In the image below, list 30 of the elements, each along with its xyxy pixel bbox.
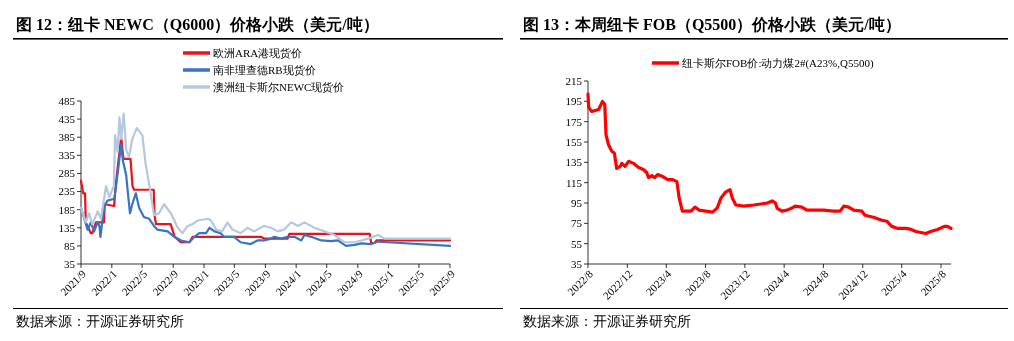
y-tick-label: 175 [565, 115, 583, 128]
line-series [586, 92, 953, 236]
y-tick-label: 115 [565, 176, 583, 189]
y-tick-label: 215 [565, 74, 583, 87]
y-tick-label: 75 [571, 217, 583, 230]
chart-title: 图 12：纽卡 NEWC（Q6000）价格小跌（美元/吨） [16, 15, 379, 34]
y-tick-label: 335 [58, 149, 76, 162]
y-tick-label: 135 [58, 221, 76, 234]
chart-title: 图 13：本周纽卡 FOB（Q5500）价格小跌（美元/吨） [523, 15, 901, 34]
y-tick-label: 55 [571, 237, 583, 250]
y-tick-label: 155 [565, 135, 583, 148]
y-tick-label: 35 [571, 257, 583, 270]
legend-label: 南非理查德RB现货价 [213, 63, 316, 76]
y-tick-label: 135 [565, 156, 583, 169]
y-tick-label: 185 [58, 203, 76, 216]
y-tick-label: 235 [58, 185, 76, 198]
line-series [79, 112, 452, 244]
legend-label: 欧洲ARA港现货价 [213, 46, 303, 59]
legend-label: 澳洲纽卡斯尔NEWC现货价 [213, 80, 345, 93]
y-tick-label: 285 [58, 167, 76, 180]
source-note: 数据来源：开源证券研究所 [16, 314, 184, 329]
y-tick-label: 435 [58, 112, 76, 125]
y-tick-label: 85 [64, 239, 76, 252]
y-tick-label: 485 [58, 94, 76, 107]
y-tick-label: 195 [565, 95, 583, 108]
legend-label: 纽卡斯尔FOB价:动力煤2#(A23%,Q5500) [682, 56, 874, 70]
y-tick-label: 95 [571, 196, 583, 209]
source-note: 数据来源：开源证券研究所 [523, 314, 691, 329]
y-tick-label: 385 [58, 131, 76, 144]
y-tick-label: 35 [64, 257, 76, 270]
